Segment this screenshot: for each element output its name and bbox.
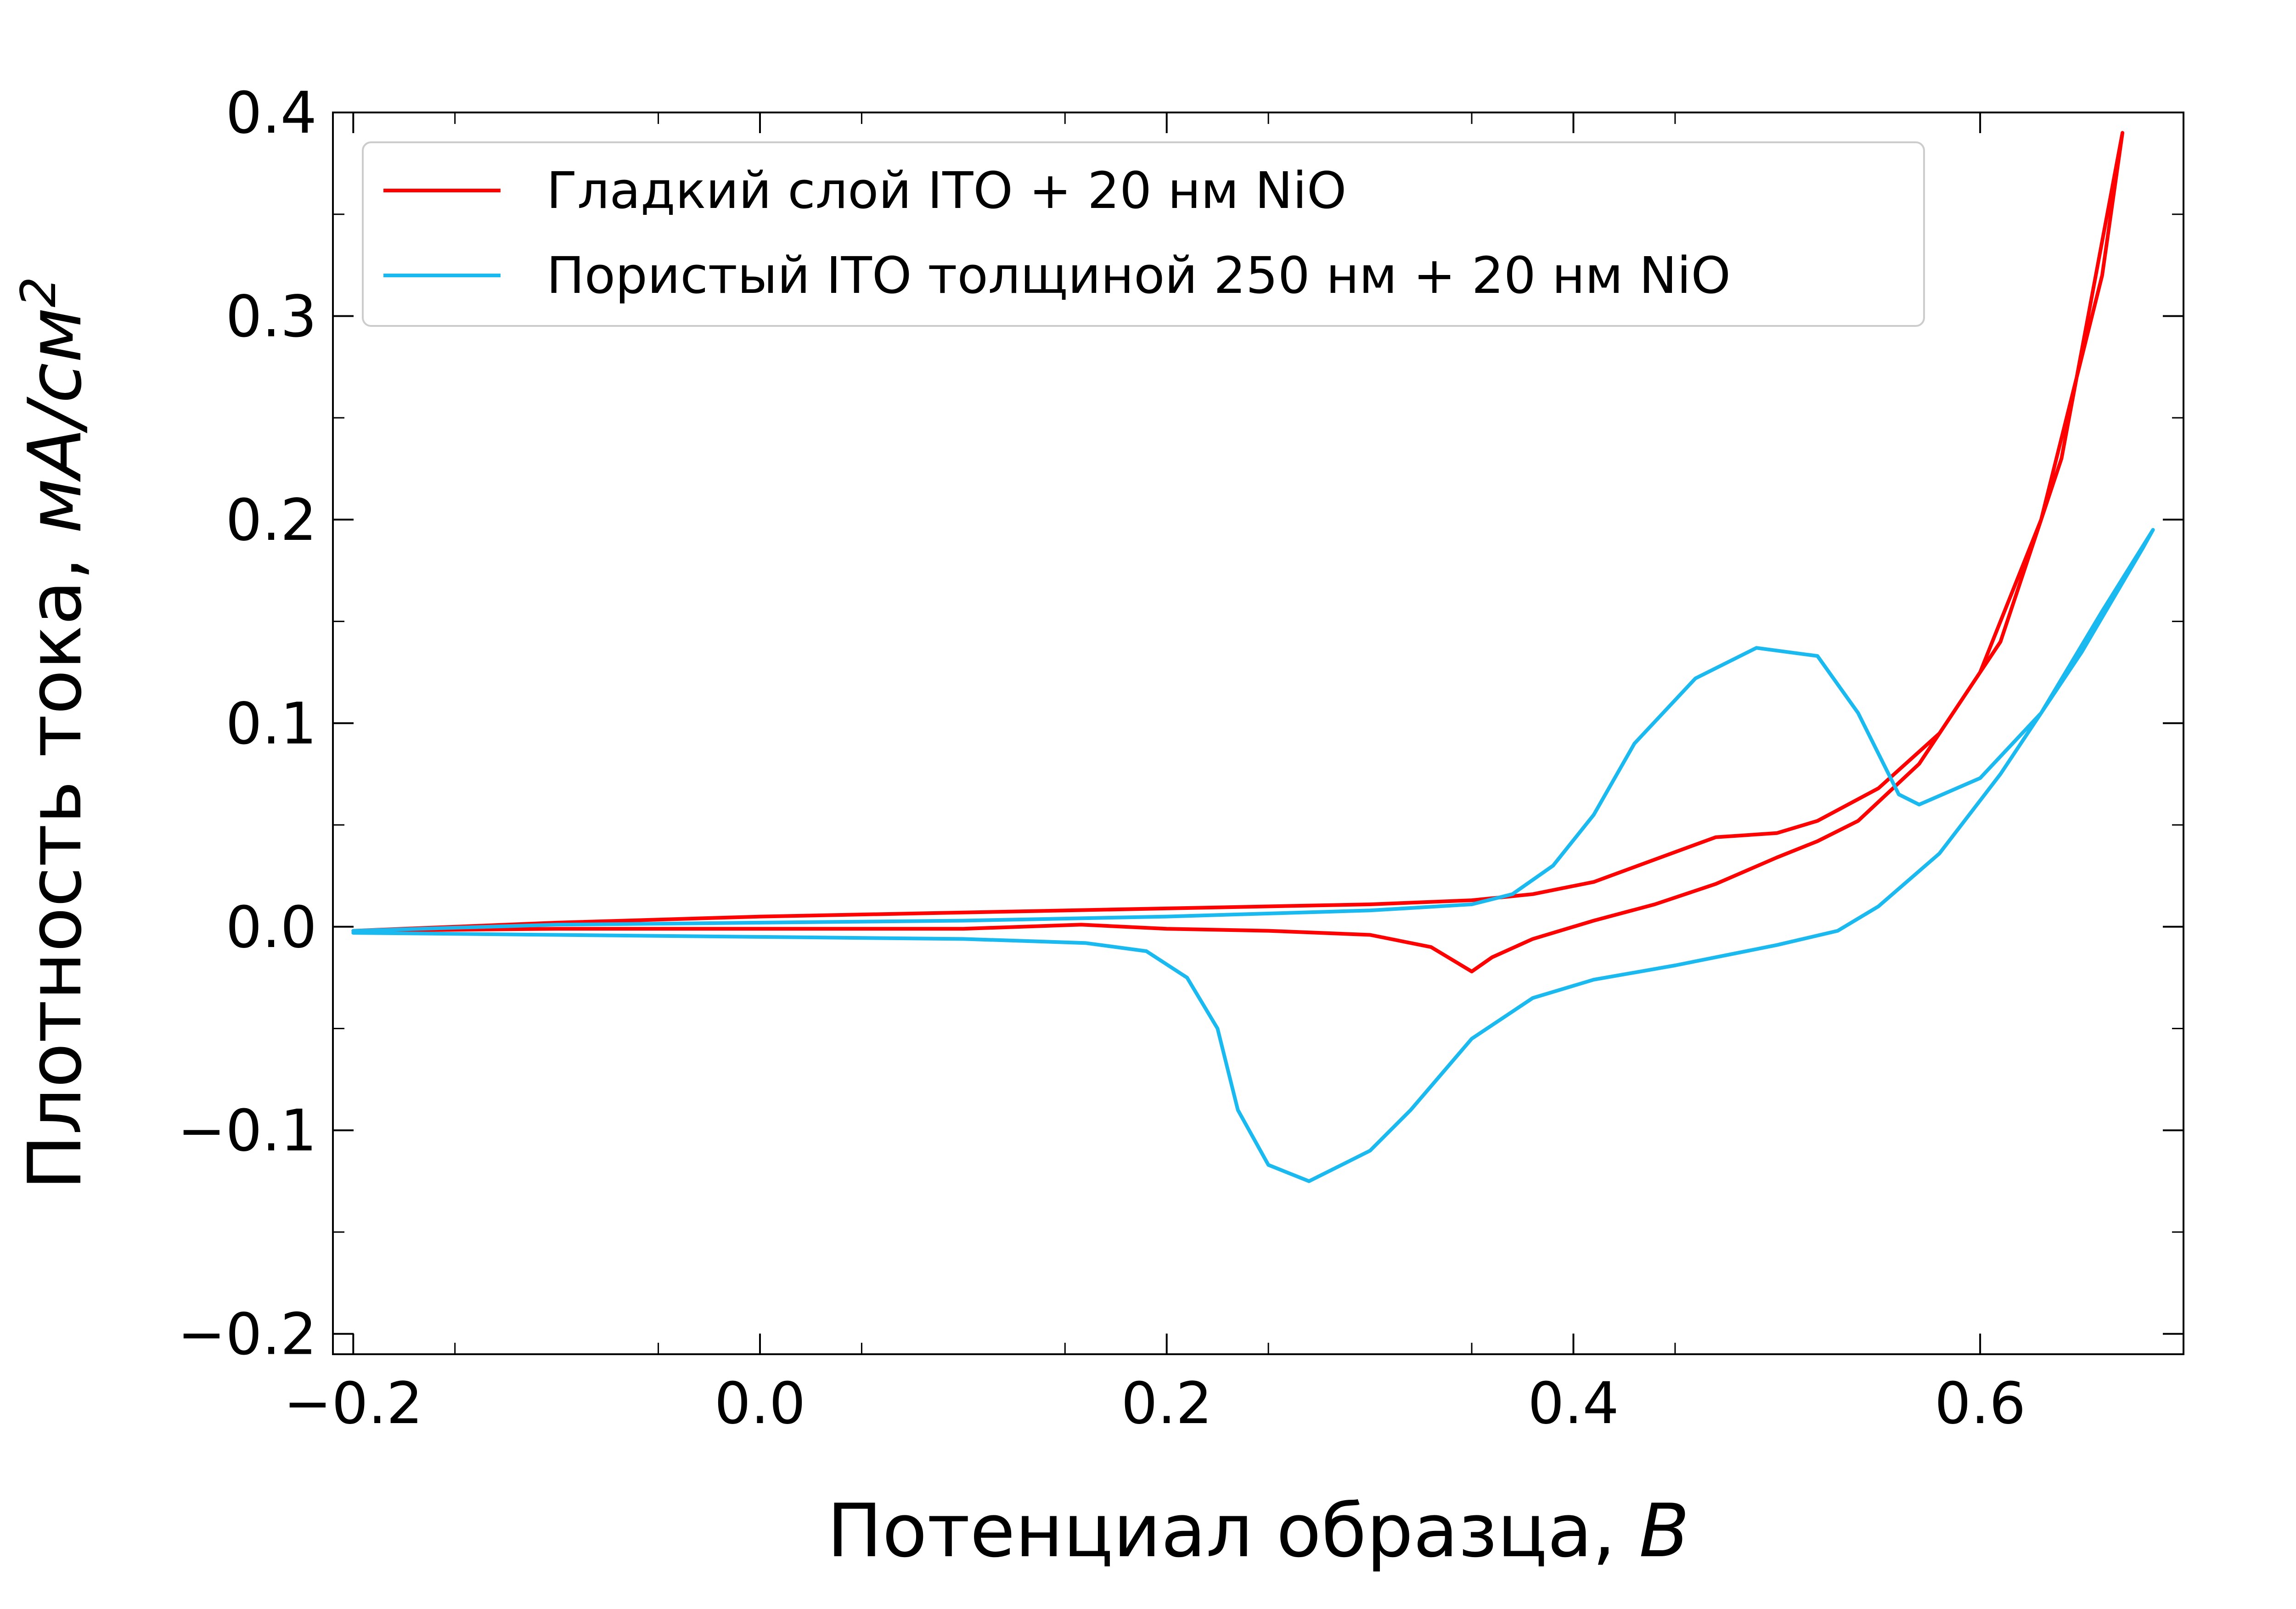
x-axis-label: Потенциал образца, В bbox=[827, 1488, 1689, 1574]
x-axis-label-text: Потенциал образца, bbox=[827, 1488, 1639, 1574]
legend-box bbox=[362, 141, 1925, 327]
y-axis-unit: мА/см bbox=[12, 308, 98, 534]
x-axis-unit: В bbox=[1639, 1488, 1689, 1574]
y-tick-label: −0.2 bbox=[177, 1301, 317, 1368]
series-line-2 bbox=[351, 528, 2155, 1183]
y-axis-label: Плотность тока, мА/см2 bbox=[11, 277, 98, 1190]
x-tick-label: 0.2 bbox=[1121, 1370, 1212, 1437]
y-axis-label-text: Плотность тока, bbox=[12, 533, 98, 1190]
y-tick-label: 0.3 bbox=[225, 283, 317, 350]
x-tick-label: 0.0 bbox=[715, 1370, 806, 1437]
legend-label-2: Пористый ITO толщиной 250 нм + 20 нм NiO bbox=[546, 246, 1731, 305]
plot-area bbox=[351, 131, 2155, 1183]
x-tick-label: 0.4 bbox=[1528, 1370, 1619, 1437]
y-tick-label: −0.1 bbox=[177, 1098, 317, 1164]
legend-label-1: Гладкий слой ITO + 20 нм NiO bbox=[546, 161, 1346, 220]
legend: Гладкий слой ITO + 20 нм NiO Пористый ITO… bbox=[362, 141, 1925, 327]
y-tick-label: 0.0 bbox=[225, 894, 317, 961]
x-tick-label: 0.6 bbox=[1935, 1370, 2026, 1437]
plot-frame bbox=[332, 112, 2184, 1355]
axis-ticks: −0.2 0.0 0.2 0.4 0.6 −0.2 −0.1 0.0 0.1 0.2 0.3 0.4 bbox=[177, 80, 2183, 1437]
y-tick-label: 0.2 bbox=[225, 487, 317, 554]
x-tick-label: −0.2 bbox=[284, 1370, 423, 1437]
y-tick-label: 0.4 bbox=[225, 80, 317, 146]
y-tick-label: 0.1 bbox=[225, 690, 317, 757]
y-axis-unit-exponent: 2 bbox=[11, 277, 67, 308]
